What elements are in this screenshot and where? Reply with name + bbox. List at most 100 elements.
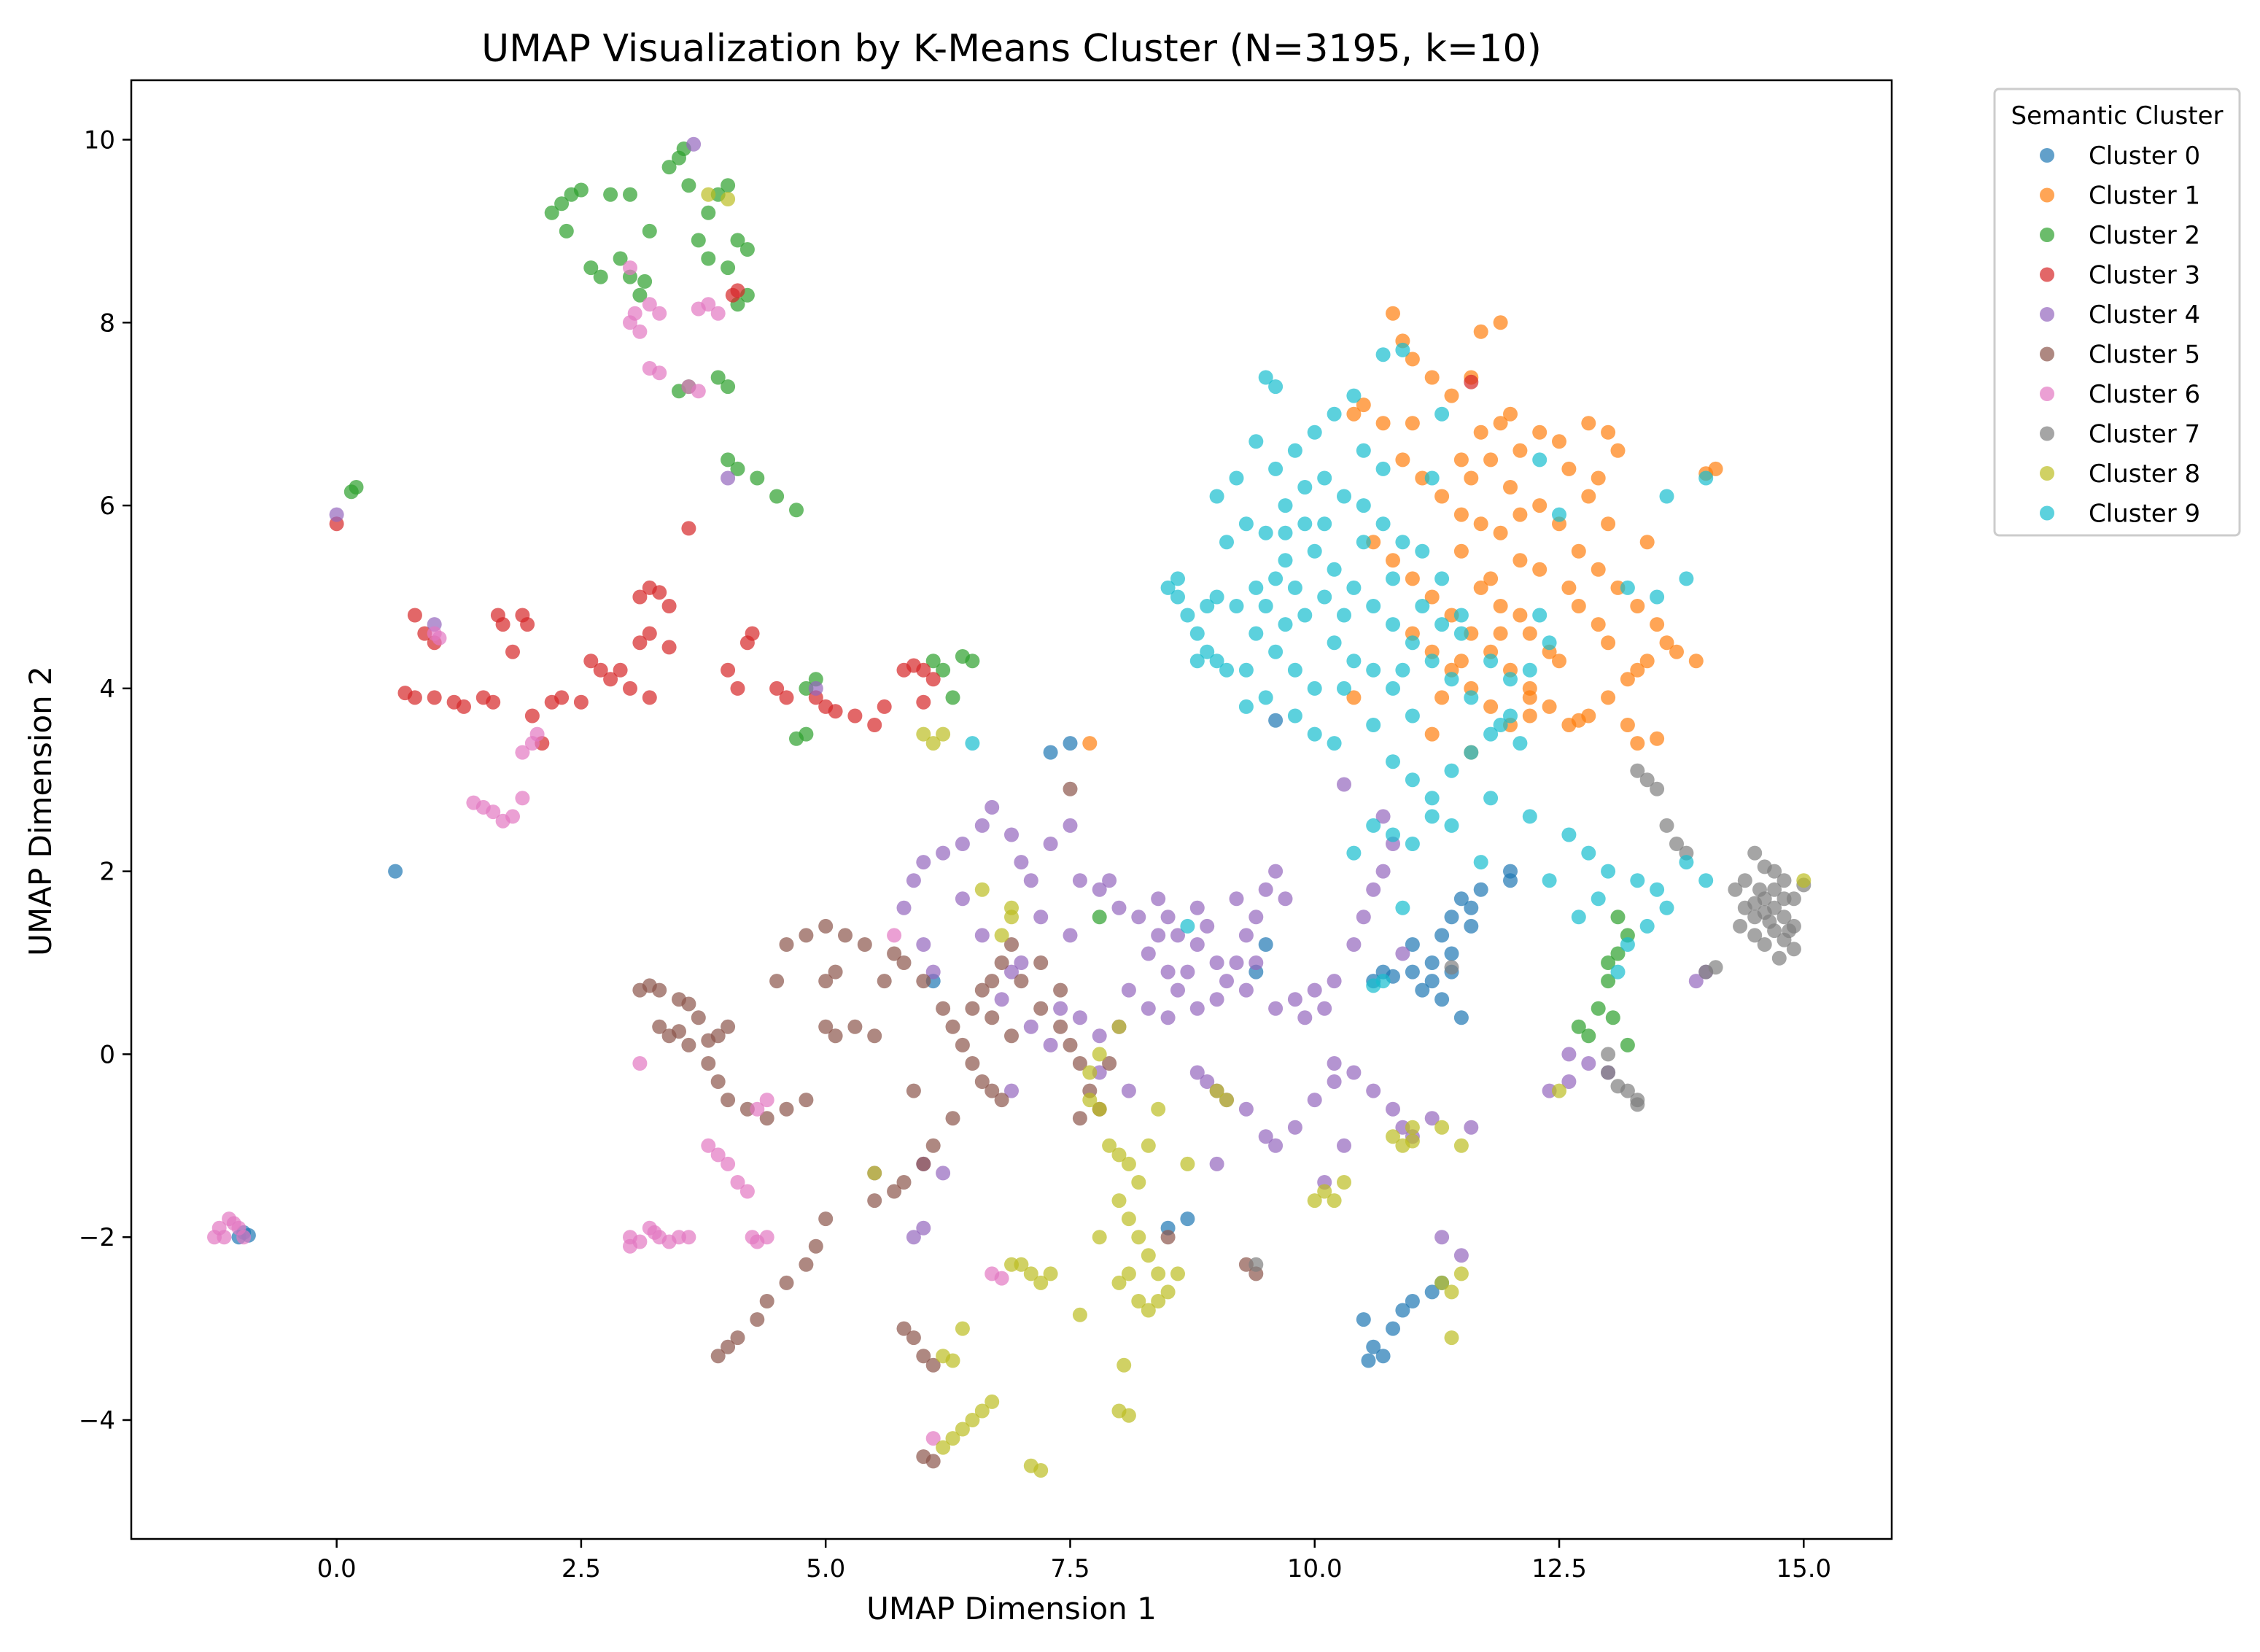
data-point [1072, 1307, 1087, 1322]
data-point [1561, 461, 1577, 476]
legend-label: Cluster 3 [2089, 261, 2200, 290]
data-point [945, 1019, 960, 1034]
data-point [1043, 837, 1058, 851]
data-point [1405, 1294, 1420, 1308]
data-point [1601, 424, 1616, 440]
data-point [642, 223, 657, 239]
data-point [1366, 1083, 1381, 1098]
data-point [1327, 635, 1342, 651]
data-point [994, 1271, 1009, 1286]
data-point [1337, 1175, 1351, 1190]
data-point [1180, 1211, 1195, 1227]
data-point [681, 1037, 696, 1052]
data-point [1072, 873, 1087, 888]
data-point [1327, 406, 1342, 422]
data-point [1679, 571, 1694, 586]
data-point [721, 192, 736, 206]
data-point [867, 718, 882, 732]
data-point [1591, 891, 1606, 907]
data-point [916, 726, 931, 742]
data-point [613, 251, 628, 266]
data-point [1659, 635, 1674, 651]
data-point [887, 1184, 902, 1199]
data-point [936, 845, 951, 861]
data-point [1453, 1010, 1469, 1025]
data-point [1386, 1101, 1400, 1117]
data-point [1415, 599, 1430, 613]
data-point [1767, 882, 1782, 897]
data-point [1366, 599, 1381, 613]
data-point [1327, 736, 1342, 751]
data-point [994, 1093, 1009, 1108]
data-point [1522, 809, 1537, 824]
data-point [1268, 713, 1284, 728]
data-point [730, 1175, 745, 1190]
data-point [1513, 553, 1528, 568]
data-point [1004, 827, 1019, 842]
data-point [1386, 306, 1400, 321]
data-point [955, 891, 970, 907]
data-point [1453, 626, 1469, 641]
data-point [818, 1019, 834, 1034]
y-tick-label: −4 [79, 1406, 115, 1435]
y-axis-label: UMAP Dimension 2 [23, 666, 58, 956]
data-point [847, 708, 863, 724]
data-point [916, 1349, 931, 1364]
data-point [1434, 992, 1450, 1007]
data-point [1375, 516, 1391, 532]
data-point [1043, 1037, 1058, 1052]
data-point [1033, 1001, 1049, 1016]
data-point [925, 1431, 941, 1446]
data-point [1424, 791, 1440, 806]
data-point [1522, 626, 1537, 641]
data-point [1776, 910, 1792, 925]
data-point [1337, 608, 1351, 623]
data-point [730, 461, 745, 476]
x-tick-label: 2.5 [562, 1554, 601, 1583]
data-point [965, 1056, 980, 1071]
data-point [637, 274, 653, 289]
data-point [1356, 910, 1371, 925]
data-point [1141, 1248, 1156, 1263]
data-point [1453, 1266, 1469, 1281]
data-point [1650, 617, 1665, 632]
series-6 [207, 260, 1009, 1446]
data-point [1160, 964, 1176, 980]
data-point [1620, 1037, 1635, 1052]
data-point [1405, 416, 1420, 431]
data-point [965, 1001, 980, 1016]
data-point [1679, 855, 1694, 870]
data-point [1249, 626, 1264, 641]
data-point [1033, 910, 1049, 925]
data-point [1180, 1156, 1195, 1171]
legend-label: Cluster 4 [2089, 300, 2200, 330]
data-point [1268, 864, 1284, 879]
data-point [583, 654, 599, 669]
data-point [1092, 1047, 1107, 1062]
data-point [896, 955, 912, 970]
legend: Semantic Cluster Cluster 0 Cluster 1 Clust… [1993, 88, 2241, 537]
data-point [1209, 955, 1224, 970]
data-point [1346, 1065, 1362, 1080]
data-point [661, 160, 677, 175]
data-point [1258, 525, 1273, 540]
data-point [1327, 1193, 1342, 1209]
data-point [1434, 928, 1450, 943]
x-tick-label: 10.0 [1287, 1554, 1343, 1583]
data-point [1258, 1129, 1273, 1144]
series-0 [231, 713, 1518, 1368]
data-point [1601, 955, 1616, 970]
data-point [1180, 918, 1195, 934]
data-point [1698, 873, 1714, 888]
data-point [1346, 937, 1362, 952]
data-point [1532, 452, 1548, 468]
data-point [779, 1275, 794, 1290]
data-point [916, 855, 931, 870]
data-point [1361, 1353, 1376, 1368]
data-point [1278, 525, 1293, 540]
data-point [1483, 726, 1499, 742]
data-point [1473, 424, 1488, 440]
data-point [1581, 1056, 1596, 1071]
data-point [1405, 964, 1420, 980]
